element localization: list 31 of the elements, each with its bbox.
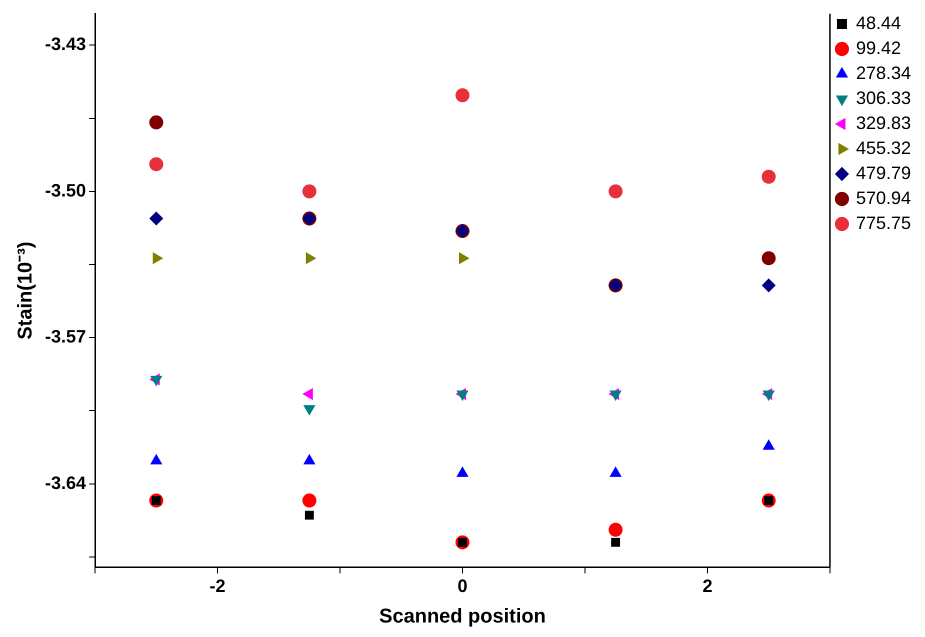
legend-label: 479.79 xyxy=(856,162,912,183)
point xyxy=(762,170,776,184)
legend-label: 775.75 xyxy=(856,212,912,233)
legend-label: 278.34 xyxy=(856,62,912,83)
point xyxy=(302,184,316,198)
point xyxy=(608,184,623,198)
legend-label: 99.42 xyxy=(856,38,901,58)
legend-label: 329.83 xyxy=(856,112,912,133)
point xyxy=(149,212,164,226)
legend-label: 570.94 xyxy=(856,188,912,208)
point xyxy=(149,115,164,130)
point xyxy=(762,251,776,266)
y-tick-label: -3.57 xyxy=(44,326,86,347)
x-tick-label: 0 xyxy=(457,576,468,596)
y-tick-label: -3.50 xyxy=(44,180,86,200)
y-axis-title: Stain(10⁻³) xyxy=(14,242,37,340)
x-tick-label: -2 xyxy=(210,576,226,596)
point xyxy=(611,538,620,547)
x-axis-title: Scanned position xyxy=(379,606,546,628)
point xyxy=(304,510,314,520)
legend-label: 48.44 xyxy=(856,12,901,33)
point xyxy=(608,522,623,537)
point xyxy=(762,278,776,292)
point xyxy=(302,494,316,508)
legend-label: 455.32 xyxy=(856,138,912,158)
legend-label: 306.33 xyxy=(856,88,912,108)
point xyxy=(149,157,164,172)
y-tick-label: -3.43 xyxy=(44,34,86,54)
x-tick-label: 2 xyxy=(702,576,712,596)
y-tick-label: -3.64 xyxy=(44,472,86,493)
point xyxy=(455,88,470,102)
